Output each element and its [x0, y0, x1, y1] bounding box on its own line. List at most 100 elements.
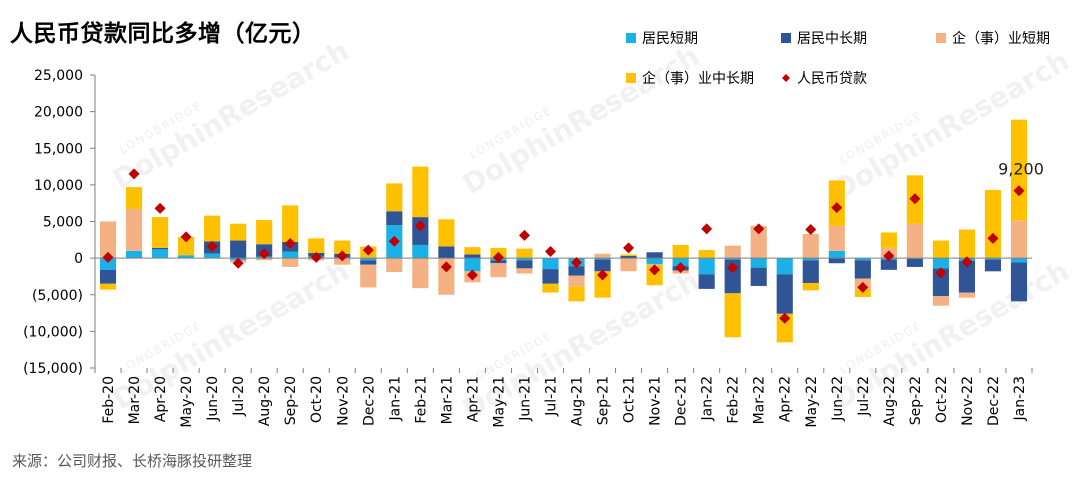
- bar-segment: [906, 223, 923, 259]
- bar-segment: [854, 260, 871, 279]
- bar-segment: [984, 190, 1002, 259]
- watermark-brand: DolphinResearch: [457, 39, 705, 201]
- bar-segment: [99, 258, 117, 270]
- x-tick-label: Mar-21: [439, 376, 455, 424]
- bar-segment: [282, 258, 299, 267]
- bar-segment: [750, 258, 767, 268]
- x-tick-label: Dec-22: [986, 376, 1002, 426]
- loan-point: [232, 257, 244, 269]
- bar-segment: [958, 261, 975, 293]
- loan-point: [701, 223, 713, 235]
- bar-segment: [776, 258, 793, 275]
- loan-point: [727, 262, 739, 274]
- chart-title: 人民币贷款同比多增（亿元）: [10, 21, 316, 47]
- bar-segment: [594, 253, 611, 259]
- x-tick-label: Nov-20: [335, 376, 351, 426]
- bar-segment: [880, 259, 897, 270]
- bar-segment: [698, 274, 715, 289]
- legend-label: 居民中长期: [797, 31, 867, 47]
- bar-segment: [906, 258, 923, 267]
- x-tick-label: Aug-22: [882, 376, 898, 426]
- bar-segment: [984, 259, 1002, 272]
- bar-segment: [932, 296, 949, 306]
- bar-segment: [99, 283, 117, 290]
- bar-segment: [724, 245, 741, 259]
- bar-segment: [620, 255, 637, 259]
- bar-segment: [750, 267, 767, 286]
- bar-segment: [125, 187, 143, 210]
- bar-segment: [958, 292, 975, 298]
- loan-point: [857, 281, 869, 293]
- bar-segment: [802, 233, 819, 259]
- x-tick-label: May-20: [179, 376, 195, 428]
- x-tick-label: Jun-22: [830, 376, 846, 422]
- loan-point: [649, 264, 661, 276]
- bar-segment: [516, 268, 533, 274]
- x-tick-label: Nov-22: [960, 376, 976, 426]
- bar-segment: [594, 258, 611, 260]
- loan-point: [258, 248, 270, 260]
- loan-point: [440, 261, 452, 273]
- bar-segment: [490, 263, 507, 278]
- loan-point: [961, 256, 973, 268]
- loan-point: [597, 269, 609, 281]
- y-tick-label: (5,000): [32, 288, 83, 304]
- bar-segment: [568, 286, 585, 302]
- bar-segment: [802, 258, 819, 261]
- legend-swatch: [781, 33, 791, 43]
- x-tick-label: Dec-21: [674, 376, 690, 426]
- bar-segment: [334, 240, 351, 254]
- loan-point: [180, 231, 192, 243]
- bar-segment: [620, 254, 637, 256]
- loan-point: [362, 244, 374, 256]
- bar-segment: [99, 269, 117, 284]
- loan-point: [518, 229, 530, 241]
- bar-segment: [828, 250, 845, 259]
- bar-segment: [1010, 119, 1028, 221]
- loan-point: [492, 251, 504, 263]
- x-tick-label: Aug-21: [570, 376, 586, 426]
- y-tick-label: 0: [74, 251, 83, 267]
- legend-label: 人民币贷款: [797, 71, 867, 87]
- x-tick-label: Jun-21: [517, 376, 533, 422]
- x-tick-label: Oct-21: [622, 376, 638, 423]
- legend-swatch: [936, 33, 946, 43]
- x-tick-label: Dec-20: [361, 376, 377, 426]
- bar-segment: [464, 258, 481, 272]
- x-tick-label: Jun-20: [205, 376, 221, 422]
- loan-point: [466, 269, 478, 281]
- bar-segment: [412, 166, 429, 218]
- loan-point: [102, 251, 114, 263]
- bar-segment: [516, 248, 533, 259]
- bar-segment: [438, 246, 455, 259]
- loan-point: [935, 267, 947, 279]
- bar-segment: [1010, 258, 1028, 263]
- loan-point: [154, 202, 166, 214]
- bar-segment: [854, 289, 871, 297]
- x-tick-label: Feb-20: [101, 376, 117, 424]
- loan-point: [336, 250, 348, 262]
- bar-segment: [282, 251, 299, 259]
- x-tick-label: Feb-21: [413, 376, 429, 424]
- loan-point: [831, 202, 843, 214]
- x-tick-label: Mar-20: [127, 376, 143, 424]
- x-tick-label: Feb-22: [726, 376, 742, 424]
- bar-segment: [542, 283, 559, 293]
- bar-segment: [828, 258, 845, 264]
- loan-point: [388, 235, 400, 247]
- watermark-brand: DolphinResearch: [827, 44, 1075, 206]
- bar-segment: [802, 283, 819, 291]
- x-tick-label: Nov-21: [648, 376, 664, 426]
- bar-segment: [776, 313, 793, 343]
- bar-segment: [1010, 220, 1028, 259]
- bar-segment: [178, 255, 195, 259]
- bar-segment: [646, 252, 663, 259]
- bar-segment: [230, 223, 247, 241]
- bar-segment: [1010, 262, 1028, 302]
- watermark-brand: DolphinResearch: [107, 34, 355, 196]
- bar-segment: [672, 244, 689, 259]
- loan-point: [805, 224, 817, 236]
